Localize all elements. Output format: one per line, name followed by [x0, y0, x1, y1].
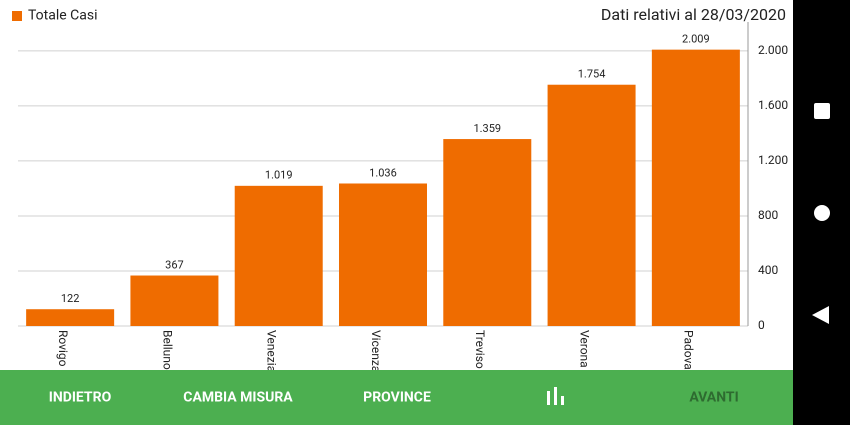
- nav-bar: [0, 370, 793, 425]
- icon-bar: [561, 396, 564, 405]
- y-tick-label: 0: [758, 318, 765, 332]
- bar: [547, 84, 636, 326]
- recents-button[interactable]: [814, 103, 830, 119]
- y-tick-label: 800: [758, 208, 778, 222]
- back-button[interactable]: [812, 306, 829, 324]
- bar: [234, 185, 323, 326]
- nav-button[interactable]: AVANTI: [689, 390, 738, 406]
- legend-swatch: [12, 11, 22, 21]
- x-tick-label: Belluno: [160, 330, 174, 370]
- bar: [443, 139, 532, 326]
- y-tick-label: 2.000: [758, 43, 788, 57]
- nav-button[interactable]: CAMBIA MISURA: [183, 390, 293, 406]
- x-tick-label: Treviso: [473, 330, 487, 369]
- x-tick-label: Vicenza: [369, 330, 383, 372]
- legend-label: Totale Casi: [28, 8, 98, 24]
- value-label: 1.754: [578, 68, 606, 81]
- x-tick-label: Rovigo: [56, 330, 70, 367]
- x-tick-label: Padova: [682, 330, 696, 370]
- bar: [339, 183, 427, 326]
- home-button[interactable]: [814, 205, 830, 221]
- bar: [26, 309, 115, 326]
- bar: [130, 275, 219, 326]
- nav-button[interactable]: INDIETRO: [49, 390, 112, 406]
- bar: [651, 49, 740, 327]
- value-label: 1.036: [369, 166, 397, 179]
- y-tick-label: 1.600: [758, 98, 788, 112]
- icon-bar: [554, 387, 557, 405]
- icon-bar: [547, 391, 550, 405]
- chart-title: Dati relativi al 28/03/2020: [601, 5, 786, 24]
- chart-icon-button[interactable]: [547, 387, 564, 405]
- x-tick-label: Verona: [577, 330, 591, 368]
- value-label: 1.359: [473, 122, 501, 135]
- y-tick-label: 1.200: [758, 153, 788, 167]
- nav-button[interactable]: PROVINCE: [363, 390, 431, 406]
- value-label: 122: [61, 292, 80, 305]
- value-label: 367: [165, 258, 184, 271]
- x-tick-label: Venezia: [265, 330, 279, 372]
- value-label: 2.009: [682, 33, 710, 46]
- y-tick-label: 400: [758, 263, 778, 277]
- value-label: 1.019: [265, 169, 293, 182]
